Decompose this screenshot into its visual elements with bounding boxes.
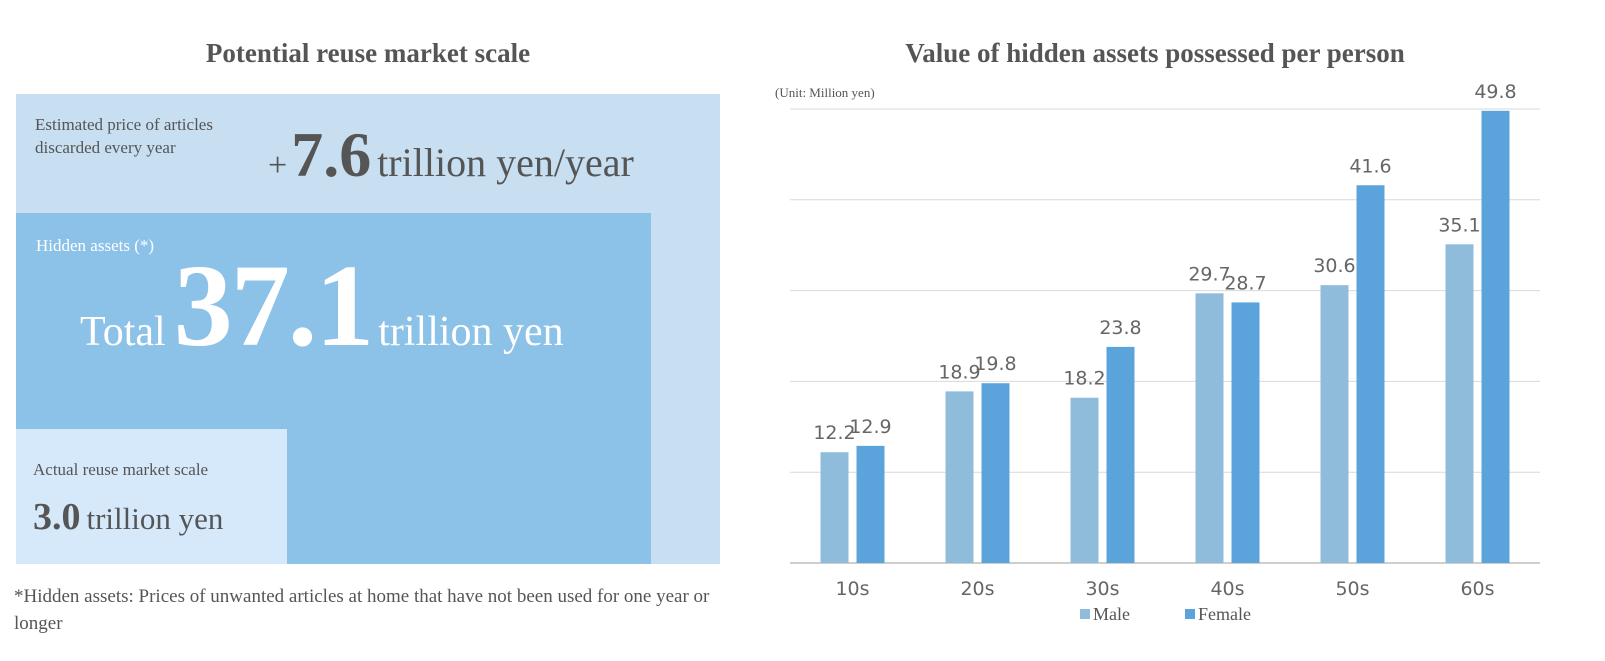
chart-title: Value of hidden assets possessed per per… xyxy=(905,38,1405,68)
actual-market-label: Actual reuse market scale xyxy=(33,460,209,479)
bar-male-50s xyxy=(1320,285,1349,563)
bar-female-50s xyxy=(1356,185,1385,563)
actual-market-box xyxy=(16,429,287,564)
data-label-male-20s: 18.9 xyxy=(938,361,980,383)
hidden-assets-unit: trillion yen xyxy=(378,309,564,355)
data-label-female-10s: 12.9 xyxy=(849,416,891,438)
data-label-male-40s: 29.7 xyxy=(1188,263,1230,285)
legend-swatch-female xyxy=(1185,609,1195,619)
estimated-number: 7.6 xyxy=(291,119,372,190)
actual-market-number: 3.0 xyxy=(33,496,81,538)
data-label-male-30s: 18.2 xyxy=(1063,368,1105,390)
x-tick-label: 30s xyxy=(1085,578,1119,600)
hidden-assets-footnote: *Hidden assets: Prices of unwanted artic… xyxy=(14,586,710,634)
x-tick-label: 40s xyxy=(1210,578,1244,600)
actual-market-value: 3.0 trillion yen xyxy=(33,495,223,539)
data-label-female-60s: 49.8 xyxy=(1474,81,1516,103)
bar-male-30s xyxy=(1070,397,1099,563)
bar-male-20s xyxy=(945,391,974,563)
legend-swatch-male xyxy=(1080,609,1090,619)
bar-female-10s xyxy=(856,445,885,563)
bar-male-60s xyxy=(1445,244,1474,564)
data-label-female-30s: 23.8 xyxy=(1099,317,1141,339)
legend-label-female: Female xyxy=(1198,604,1251,624)
estimated-label: Estimated price of articles discarded ev… xyxy=(35,115,213,157)
hidden-assets-prefix: Total xyxy=(80,309,166,355)
x-tick-label: 50s xyxy=(1335,578,1369,600)
chart-unit-note: (Unit: Million yen) xyxy=(775,85,875,100)
bar-female-30s xyxy=(1106,346,1135,563)
estimated-value: +7.6 trillion yen/year xyxy=(268,118,634,192)
legend-label-male: Male xyxy=(1093,604,1130,624)
x-tick-label: 20s xyxy=(960,578,994,600)
actual-market-unit: trillion yen xyxy=(86,501,224,536)
left-panel-title: Potential reuse market scale xyxy=(205,38,531,68)
bar-female-20s xyxy=(981,383,1010,563)
x-tick-label: 10s xyxy=(835,578,869,600)
data-label-male-10s: 12.2 xyxy=(813,422,855,444)
data-label-female-50s: 41.6 xyxy=(1349,155,1391,177)
hidden-assets-label: Hidden assets (*) xyxy=(36,236,155,255)
data-label-female-40s: 28.7 xyxy=(1224,272,1266,294)
bar-female-40s xyxy=(1231,302,1260,563)
data-label-male-50s: 30.6 xyxy=(1313,255,1355,277)
estimated-prefix: + xyxy=(268,147,288,184)
hidden-assets-number: 37.1 xyxy=(173,240,374,371)
estimated-unit: trillion yen/year xyxy=(377,140,634,185)
data-label-female-20s: 19.8 xyxy=(974,353,1016,375)
bar-male-40s xyxy=(1195,293,1224,563)
bar-female-60s xyxy=(1481,110,1510,564)
hidden-assets-value: Total37.1 trillion yen xyxy=(80,238,564,374)
bar-male-10s xyxy=(820,452,849,563)
x-tick-label: 60s xyxy=(1460,578,1494,600)
hidden-assets-bar-chart: 12.212.9 10s 18.919.8 20s 18.2 23.8 30s 29.728.… xyxy=(790,81,1540,624)
data-label-male-60s: 35.1 xyxy=(1438,214,1480,236)
